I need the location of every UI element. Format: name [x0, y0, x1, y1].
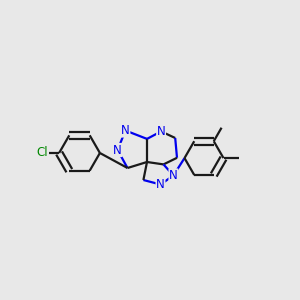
Text: N: N	[113, 143, 122, 157]
Text: Cl: Cl	[37, 146, 48, 160]
Text: N: N	[156, 178, 165, 191]
Text: N: N	[157, 125, 166, 138]
Text: N: N	[169, 169, 178, 182]
Text: N: N	[121, 124, 130, 137]
